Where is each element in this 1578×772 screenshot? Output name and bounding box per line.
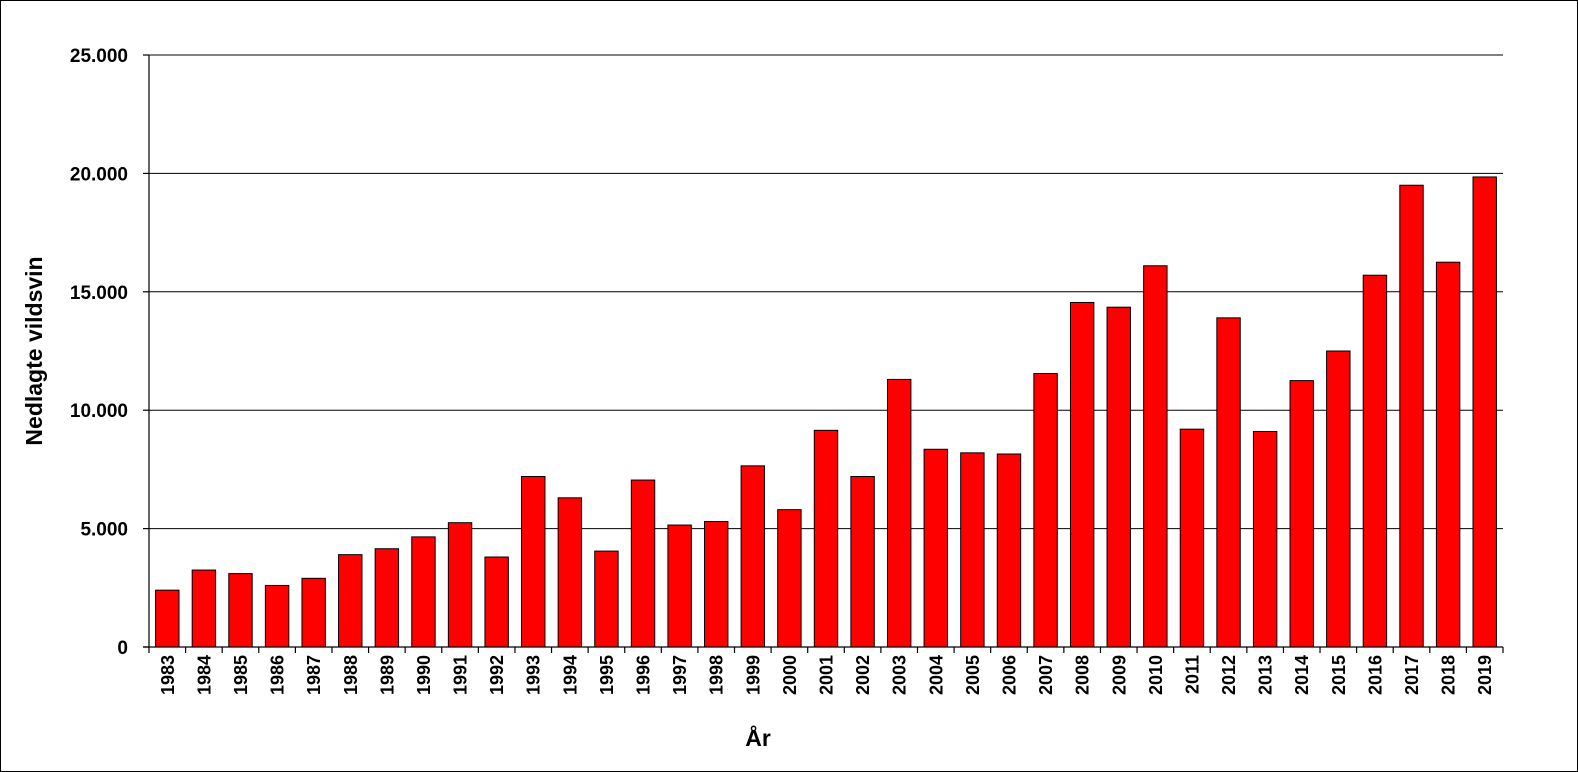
bar-2001 [813, 429, 839, 648]
y-tick-label: 20.000 [70, 164, 128, 185]
x-tick-label: 2011 [1182, 655, 1202, 694]
bar-2005 [960, 452, 985, 648]
bar-2004 [923, 448, 948, 648]
x-tick-label: 1997 [670, 655, 690, 695]
bar-2015 [1326, 350, 1351, 648]
y-tick-label: 15.000 [70, 283, 128, 304]
x-tick-label: 1990 [414, 655, 434, 695]
bar-1992 [484, 556, 509, 648]
x-tick-label: 1995 [597, 655, 617, 695]
x-tick-label: 1989 [377, 655, 397, 695]
y-axis-title: Nedlagte vildsvin [21, 256, 47, 445]
bar-1997 [667, 524, 692, 648]
axes [143, 55, 1503, 648]
x-tick-label: 2005 [963, 655, 983, 695]
bar-1988 [338, 554, 363, 648]
x-tick-label: 2013 [1256, 655, 1276, 695]
x-tick-label: 1996 [634, 655, 654, 695]
bar-2011 [1179, 428, 1205, 648]
x-tick-label: 2002 [853, 655, 873, 695]
bar-2014 [1289, 380, 1314, 648]
bar-2018 [1435, 261, 1461, 648]
x-tick-label: 1988 [341, 655, 361, 695]
bar-1983 [155, 589, 180, 648]
x-tick-label: 2007 [1036, 655, 1056, 695]
bar-1993 [521, 476, 546, 648]
x-tick-label: 1994 [560, 655, 580, 695]
x-tick-label: 2018 [1439, 655, 1459, 695]
bar-2006 [996, 453, 1022, 648]
x-tick-label: 1999 [743, 655, 763, 695]
bar-2007 [1033, 372, 1058, 648]
x-tick-label: 1993 [524, 655, 544, 695]
x-tick-label: 1986 [268, 655, 288, 695]
x-tick-label: 2014 [1292, 655, 1312, 695]
bar-1994 [557, 497, 583, 648]
x-tick-label: 2004 [926, 655, 946, 695]
bar-2012 [1216, 317, 1241, 648]
y-tick-label: 25.000 [70, 46, 128, 67]
bar-2010 [1143, 265, 1168, 648]
x-tick-label: 2010 [1146, 655, 1166, 695]
bar-2003 [886, 378, 912, 648]
x-tick-label: 1991 [451, 655, 471, 695]
x-tick-label: 2015 [1329, 655, 1349, 695]
y-tick-labels: 0 5.000 10.000 15.000 20.000 25.000 [70, 46, 149, 659]
x-tick-label: 2003 [890, 655, 910, 695]
bar-2008 [1069, 301, 1095, 648]
x-tick-label: 1998 [707, 655, 727, 695]
bars-group [155, 176, 1497, 648]
bar-1991 [447, 522, 473, 648]
bar-1986 [264, 584, 290, 648]
bar-1990 [411, 536, 436, 648]
x-tick-label: 1992 [487, 655, 507, 695]
bar-2002 [850, 476, 875, 648]
bar-2019 [1472, 176, 1497, 648]
y-tick-label: 5.000 [80, 520, 128, 541]
x-tick-label: 1987 [304, 655, 324, 695]
x-tick-label: 1983 [158, 655, 178, 695]
x-tick-label: 2017 [1402, 655, 1422, 695]
bar-2017 [1399, 184, 1424, 648]
bar-2000 [777, 509, 802, 648]
y-tick-label: 0 [117, 638, 128, 659]
x-axis-title: År [745, 724, 771, 751]
bar-1998 [704, 520, 729, 648]
bar-2009 [1106, 306, 1131, 648]
x-tick-label: 1984 [194, 655, 214, 695]
x-tick-label: 1985 [231, 655, 251, 695]
x-tick-labels: 1983 1984 1985 1986 1987 1988 1989 1990 1991 1992… [148, 647, 1504, 695]
bar-1995 [594, 550, 619, 648]
x-tick-label: 2006 [999, 655, 1019, 695]
x-tick-label: 2019 [1475, 655, 1495, 695]
x-tick-label: 2016 [1365, 655, 1385, 695]
x-tick-label: 2001 [817, 655, 837, 695]
bar-1999 [740, 465, 766, 648]
bar-1985 [228, 573, 253, 648]
bar-1984 [191, 569, 217, 648]
x-tick-label: 2009 [1109, 655, 1129, 695]
y-tick-label: 10.000 [70, 401, 128, 422]
bar-1996 [630, 479, 656, 648]
bar-1989 [374, 548, 400, 648]
x-tick-label: 2008 [1073, 655, 1093, 695]
bar-2016 [1362, 274, 1388, 648]
x-tick-label: 2000 [780, 655, 800, 695]
x-tick-label: 2012 [1219, 655, 1239, 695]
bar-1987 [301, 577, 326, 648]
bar-2013 [1252, 431, 1278, 648]
